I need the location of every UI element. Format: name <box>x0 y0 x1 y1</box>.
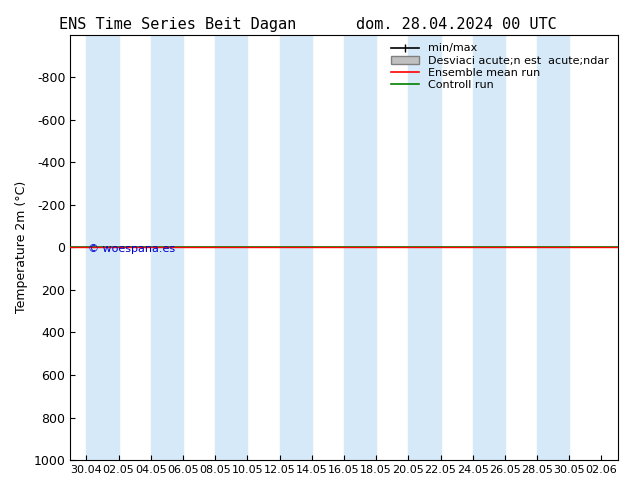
Bar <box>408 35 441 460</box>
Text: dom. 28.04.2024 00 UTC: dom. 28.04.2024 00 UTC <box>356 17 557 32</box>
Y-axis label: Temperature 2m (°C): Temperature 2m (°C) <box>15 181 28 314</box>
Bar <box>537 35 569 460</box>
Bar <box>473 35 505 460</box>
Bar <box>215 35 247 460</box>
Bar <box>151 35 183 460</box>
Bar <box>86 35 119 460</box>
Legend: min/max, Desviaci acute;n est  acute;ndar, Ensemble mean run, Controll run: min/max, Desviaci acute;n est acute;ndar… <box>388 40 612 94</box>
Bar <box>280 35 312 460</box>
Text: ENS Time Series Beit Dagan: ENS Time Series Beit Dagan <box>59 17 296 32</box>
Bar <box>344 35 376 460</box>
Text: © woespana.es: © woespana.es <box>88 244 175 254</box>
